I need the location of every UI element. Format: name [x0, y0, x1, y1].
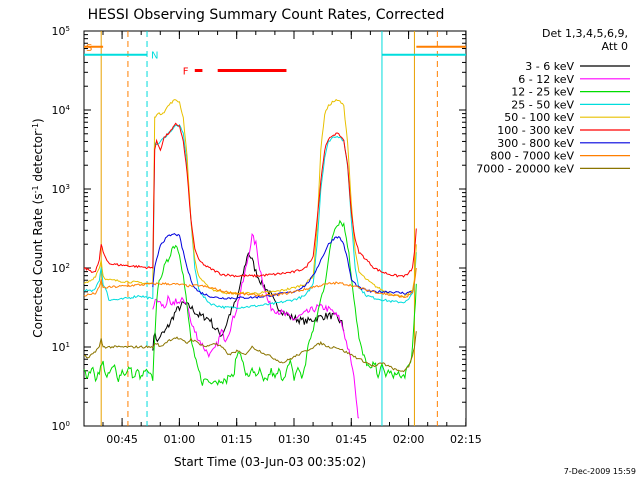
x-axis-label: Start Time (03-Jun-03 00:35:02) [174, 455, 366, 469]
legend-label: 100 - 300 keV [497, 124, 574, 137]
series-line-4 [83, 98, 417, 298]
series-line-2 [83, 219, 417, 387]
legend-label: 25 - 50 keV [511, 98, 574, 111]
x-tick-label: 01:45 [335, 433, 367, 446]
flag-label-F: F [183, 67, 189, 78]
y-tick-label: 102 [52, 262, 70, 275]
y-axis-label-mid: detector [31, 131, 45, 186]
y-axis-label-end: ) [31, 118, 45, 123]
legend-label: 300 - 800 keV [497, 137, 574, 150]
y-tick-label: 101 [52, 341, 70, 354]
legend-header-line2: Att 0 [602, 40, 628, 53]
series-line-5 [83, 122, 417, 278]
flag-label-N: N [151, 51, 158, 62]
legend-label: 800 - 7000 keV [490, 150, 574, 163]
y-axis-label: Corrected Count Rate (s-1 detector-1) [31, 118, 46, 337]
date-stamp: 7-Dec-2009 15:59 [564, 467, 636, 476]
y-axis-label-main: Corrected Count Rate (s [31, 193, 45, 337]
x-tick-label: 01:15 [221, 433, 253, 446]
chart-title: HESSI Observing Summary Count Rates, Cor… [88, 7, 445, 23]
x-tick-label: 02:15 [450, 433, 482, 446]
series-line-8 [83, 331, 417, 373]
y-axis-label-exp2: -1 [31, 123, 40, 131]
legend-label: 50 - 100 keV [504, 111, 574, 124]
y-tick-label: 100 [52, 420, 70, 433]
y-tick-label: 105 [52, 25, 70, 38]
y-tick-label: 104 [52, 104, 71, 117]
legend-label: 6 - 12 keV [518, 73, 574, 86]
legend-label: 7000 - 20000 keV [476, 162, 574, 175]
x-tick-label: 00:45 [106, 433, 138, 446]
y-tick-label: 103 [52, 183, 70, 196]
legend-label: 3 - 6 keV [525, 60, 574, 73]
x-tick-label: 02:00 [393, 433, 425, 446]
series-line-7 [83, 267, 417, 299]
x-tick-label: 01:00 [164, 433, 196, 446]
flag-label-S: S [86, 43, 92, 54]
x-tick-label: 01:30 [278, 433, 310, 446]
legend-header-line1: Det 1,3,4,5,6,9, [542, 27, 628, 40]
legend-label: 12 - 25 keV [511, 86, 574, 99]
y-axis-label-exp1: -1 [31, 185, 40, 193]
